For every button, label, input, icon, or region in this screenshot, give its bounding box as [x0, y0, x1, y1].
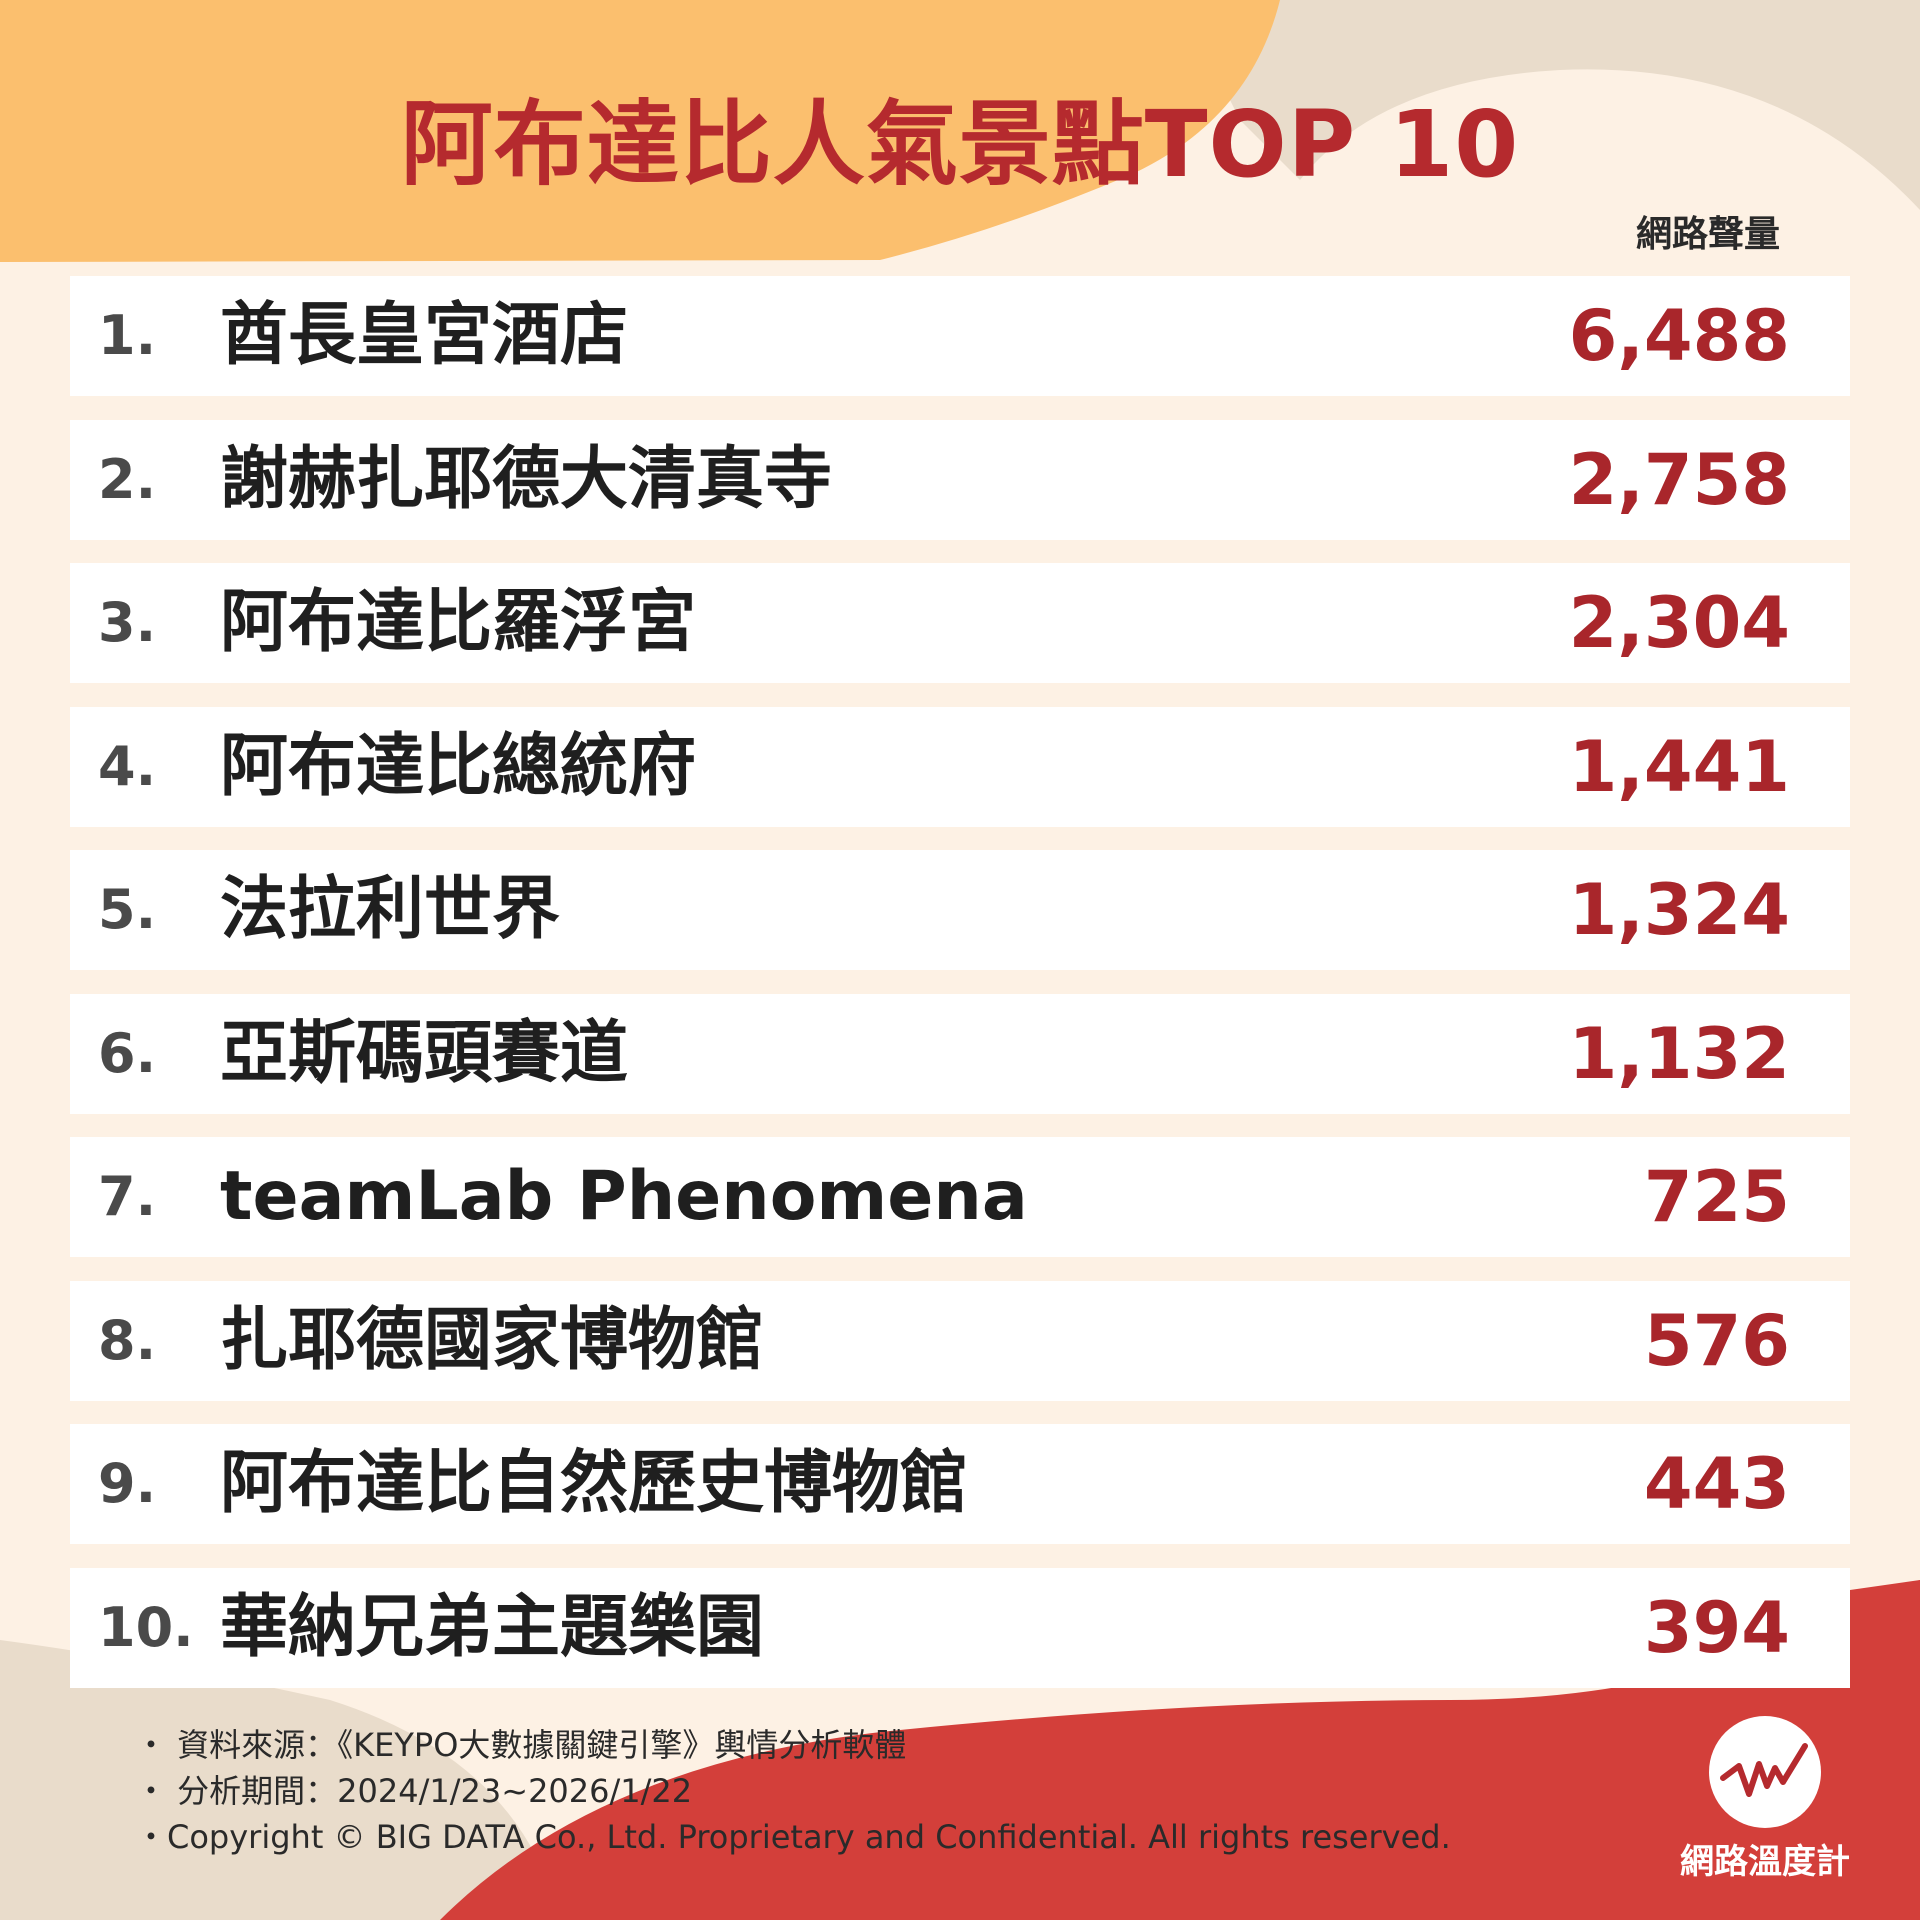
rank-label: 7. — [98, 1165, 157, 1228]
footer-notes: ・ 資料來源：《KEYPO大數據關鍵引擎》輿情分析軟體 ・ 分析期間：2024/… — [135, 1722, 1451, 1860]
attraction-name: teamLab Phenomena — [220, 1157, 1028, 1236]
volume-value: 1,441 — [1568, 725, 1790, 808]
volume-value: 725 — [1643, 1156, 1790, 1238]
volume-value: 1,132 — [1568, 1012, 1790, 1095]
attraction-name: 法拉利世界 — [220, 870, 561, 949]
table-row: 4. 阿布達比總統府 1,441 — [70, 706, 1850, 827]
ranking-table: 1. 酋長皇宮酒店 6,488 2. 謝赫扎耶德大清真寺 2,758 3. 阿布達比羅浮宮 2,… — [70, 276, 1850, 1711]
rank-label: 6. — [98, 1021, 157, 1085]
rank-label: 2. — [98, 447, 157, 511]
table-row: 3. 阿布達比羅浮宮 2,304 — [70, 563, 1850, 683]
red-wave-bottom-right — [440, 1580, 1920, 1920]
table-row: 10. 華納兄弟主題樂園 394 — [70, 1567, 1850, 1688]
rank-label: 1. — [98, 304, 157, 367]
volume-value: 394 — [1643, 1586, 1790, 1669]
table-row: 8. 扎耶德國家博物館 576 — [70, 1280, 1850, 1401]
attraction-name: 阿布達比總統府 — [220, 726, 697, 806]
attraction-name: 酋長皇宮酒店 — [220, 296, 629, 375]
volume-value: 2,758 — [1568, 438, 1790, 521]
table-row: 5. 法拉利世界 1,324 — [70, 850, 1850, 970]
rank-label: 3. — [98, 591, 157, 654]
rank-label: 10. — [98, 1595, 194, 1659]
red-side-bottom-right — [1850, 1580, 1920, 1920]
chart-title: 阿布達比人氣景點TOP 10 — [400, 91, 1520, 198]
rank-label: 9. — [98, 1452, 157, 1515]
footer-copyright: ・Copyright © BIG DATA Co., Ltd. Propriet… — [135, 1818, 1451, 1856]
table-row: 2. 謝赫扎耶德大清真寺 2,758 — [70, 419, 1850, 540]
volume-value: 1,324 — [1568, 869, 1790, 951]
table-row: 6. 亞斯碼頭賽道 1,132 — [70, 993, 1850, 1114]
footer-source: ・ 資料來源：《KEYPO大數據關鍵引擎》輿情分析軟體 — [135, 1726, 907, 1764]
attraction-name: 華納兄弟主題樂園 — [220, 1587, 765, 1667]
attraction-name: 謝赫扎耶德大清真寺 — [220, 439, 833, 519]
table-row: 9. 阿布達比自然歷史博物館 443 — [70, 1424, 1850, 1544]
brand-logo: 網路溫度計 — [1680, 1710, 1850, 1882]
volume-value: 6,488 — [1568, 295, 1790, 377]
volume-value: 576 — [1643, 1299, 1790, 1382]
orange-blob-top-left — [0, 0, 1280, 262]
logo-text: 網路溫度計 — [1680, 1842, 1850, 1882]
attraction-name: 扎耶德國家博物館 — [220, 1300, 765, 1380]
table-row: 1. 酋長皇宮酒店 6,488 — [70, 276, 1850, 396]
rank-label: 5. — [98, 878, 157, 941]
column-header-volume: 網路聲量 — [1635, 214, 1780, 255]
beige-blob-bottom-left — [0, 1640, 560, 1920]
volume-value: 2,304 — [1568, 582, 1790, 664]
logo-circle — [1709, 1716, 1821, 1828]
rank-label: 8. — [98, 1308, 157, 1372]
attraction-name: 亞斯碼頭賽道 — [220, 1013, 629, 1093]
beige-blob-top-right — [1180, 0, 1920, 210]
pulse-line-icon — [1720, 1743, 1808, 1797]
attraction-name: 阿布達比羅浮宮 — [220, 583, 697, 662]
footer-period: ・ 分析期間：2024/1/23~2026/1/22 — [135, 1772, 693, 1810]
volume-value: 443 — [1643, 1443, 1790, 1525]
attraction-name: 阿布達比自然歷史博物館 — [220, 1444, 969, 1523]
table-row: 7. teamLab Phenomena 725 — [70, 1137, 1850, 1257]
rank-label: 4. — [98, 734, 157, 798]
